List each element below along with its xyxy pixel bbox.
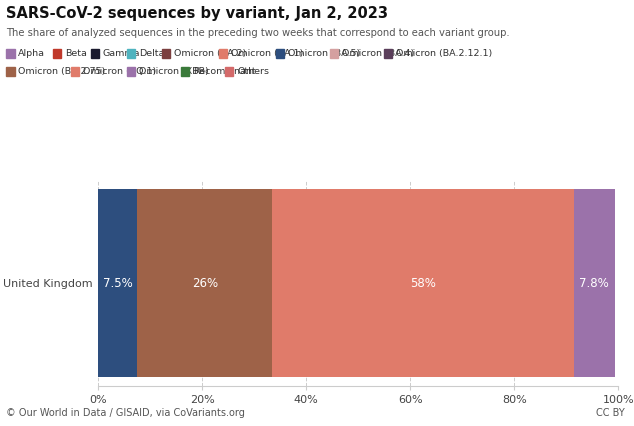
Text: Our World: Our World	[557, 8, 617, 17]
Text: © Our World in Data / GISAID, via CoVariants.org: © Our World in Data / GISAID, via CoVari…	[6, 409, 245, 418]
Text: Omicron (BA.2.12.1): Omicron (BA.2.12.1)	[396, 49, 493, 58]
Text: 7.5%: 7.5%	[103, 277, 133, 290]
Text: Recombinant: Recombinant	[193, 67, 256, 76]
Bar	[273, 189, 574, 377]
Text: Omicron (BA.2): Omicron (BA.2)	[174, 49, 246, 58]
Text: 26%: 26%	[191, 277, 218, 290]
Text: Omicron (BA.1): Omicron (BA.1)	[231, 49, 303, 58]
Bar	[137, 189, 273, 377]
Text: The share of analyzed sequences in the preceding two weeks that correspond to ea: The share of analyzed sequences in the p…	[6, 28, 510, 37]
Text: Gamma: Gamma	[103, 49, 140, 58]
Text: Beta: Beta	[65, 49, 87, 58]
Text: SARS-CoV-2 sequences by variant, Jan 2, 2023: SARS-CoV-2 sequences by variant, Jan 2, …	[6, 6, 389, 21]
Bar	[574, 189, 614, 377]
Text: Omicron (BA.2.75): Omicron (BA.2.75)	[18, 67, 106, 76]
Bar	[98, 189, 137, 377]
Text: in Data: in Data	[566, 23, 609, 32]
Text: CC BY: CC BY	[596, 409, 624, 418]
Text: Omicron (BA.4): Omicron (BA.4)	[342, 49, 414, 58]
Text: Alpha: Alpha	[18, 49, 46, 58]
Text: 58%: 58%	[410, 277, 436, 290]
Text: Delta: Delta	[139, 49, 164, 58]
Text: 7.8%: 7.8%	[579, 277, 609, 290]
Text: Omicron (XBB): Omicron (XBB)	[139, 67, 209, 76]
Text: Omicron (BQ.1): Omicron (BQ.1)	[83, 67, 157, 76]
Text: Omicron (BA.5): Omicron (BA.5)	[288, 49, 360, 58]
Text: Others: Others	[237, 67, 269, 76]
